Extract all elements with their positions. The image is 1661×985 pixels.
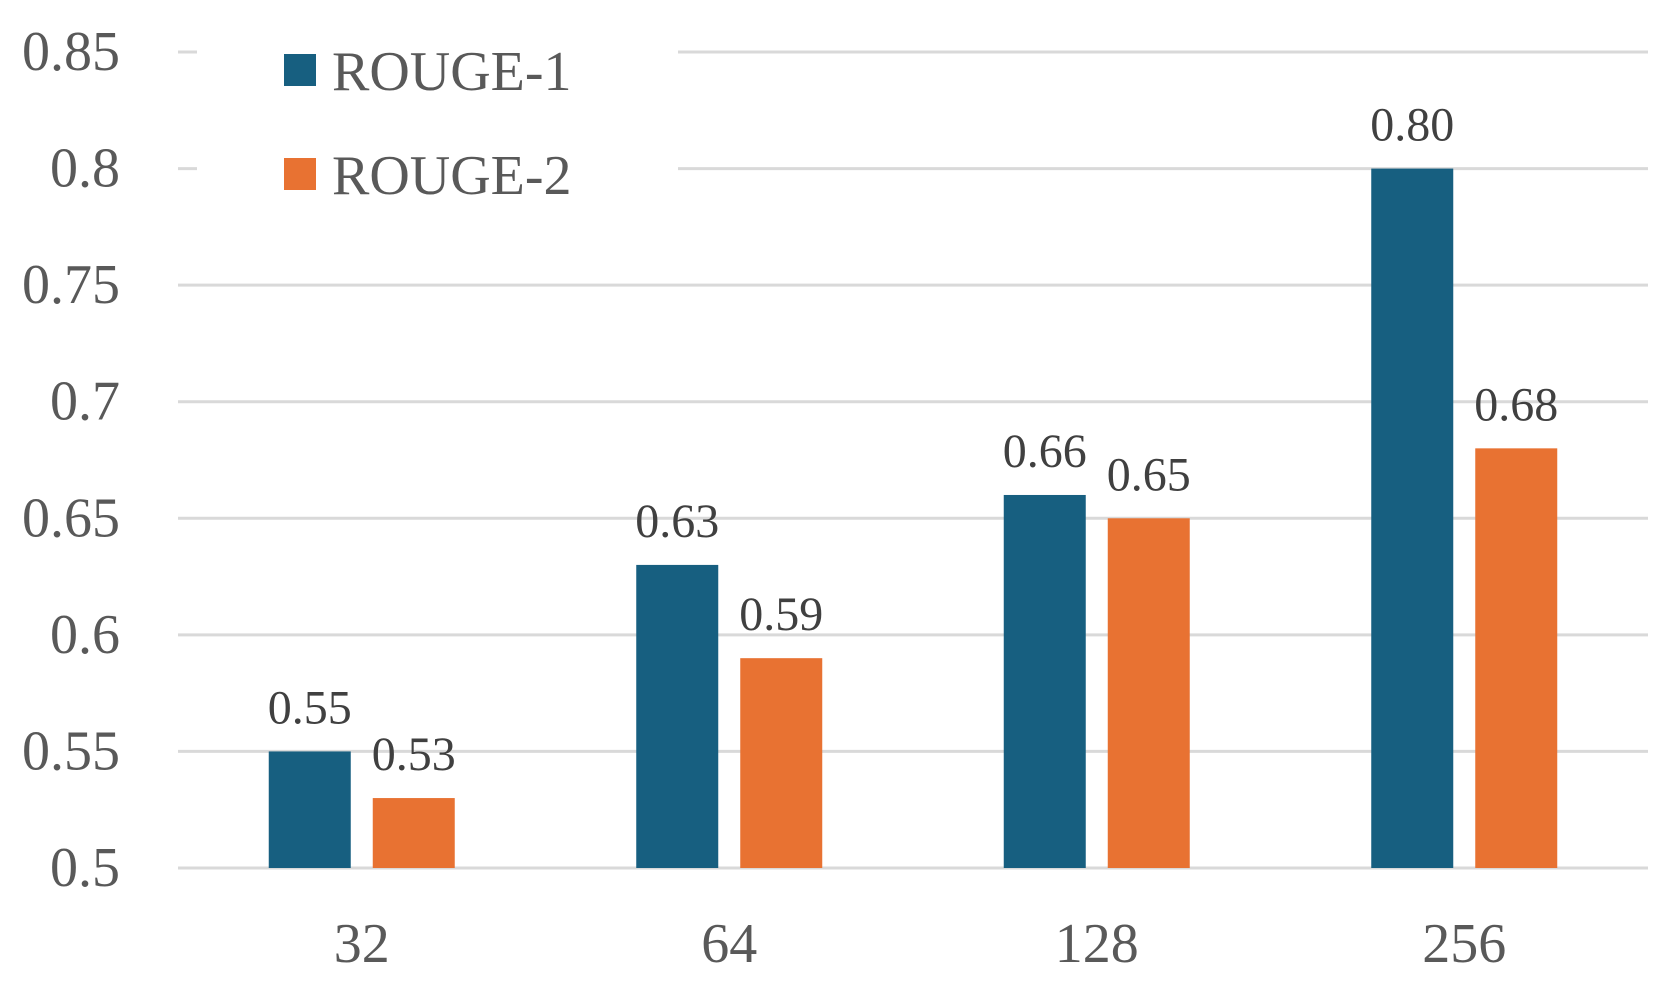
data-label-rouge-2-64: 0.59 [739, 588, 823, 641]
y-tick-label: 0.8 [50, 138, 120, 200]
legend-swatch-rouge-1 [284, 54, 316, 86]
data-label-rouge-1-128: 0.66 [1003, 425, 1087, 478]
bar-rouge-1-32 [268, 751, 351, 868]
bar-rouge-1-256 [1371, 168, 1454, 869]
bar-rouge-1-128 [1003, 494, 1086, 868]
gridlines [178, 50, 1648, 870]
data-labels: 0.55 0.53 0.63 0.59 0.66 0.65 0.80 0.68 [268, 99, 1559, 781]
legend-swatch-rouge-2 [284, 158, 316, 190]
bar-rouge-2-32 [372, 798, 455, 868]
data-label-rouge-2-256: 0.68 [1474, 378, 1558, 431]
y-tick-label: 0.6 [50, 604, 120, 666]
bars [268, 168, 1558, 869]
y-tick-label: 0.85 [22, 21, 120, 83]
y-tick-label: 0.7 [50, 371, 120, 433]
bar-rouge-2-64 [740, 658, 823, 868]
data-label-rouge-1-32: 0.55 [268, 681, 352, 734]
bar-rouge-2-128 [1107, 518, 1190, 868]
y-tick-label: 0.75 [22, 254, 120, 316]
y-tick-label: 0.55 [22, 720, 120, 782]
y-tick-label: 0.65 [22, 487, 120, 549]
data-label-rouge-2-128: 0.65 [1107, 448, 1191, 501]
legend-label-rouge-2: ROUGE-2 [332, 145, 572, 207]
bar-rouge-1-64 [636, 564, 719, 868]
y-axis-tick-labels: 0.5 0.55 0.6 0.65 0.7 0.75 0.8 0.85 [22, 21, 120, 899]
x-axis-tick-labels: 32 64 128 256 [334, 913, 1507, 975]
y-tick-label: 0.5 [50, 837, 120, 899]
x-tick-label-128: 128 [1055, 913, 1139, 975]
bar-rouge-2-256 [1475, 448, 1558, 868]
x-tick-label-64: 64 [701, 913, 757, 975]
data-label-rouge-1-64: 0.63 [635, 495, 719, 548]
x-tick-label-256: 256 [1422, 913, 1506, 975]
data-label-rouge-2-32: 0.53 [372, 728, 456, 781]
legend: ROUGE-1 ROUGE-2 [284, 41, 572, 207]
data-label-rouge-1-256: 0.80 [1370, 99, 1454, 152]
x-tick-label-32: 32 [334, 913, 390, 975]
legend-label-rouge-1: ROUGE-1 [332, 41, 572, 103]
